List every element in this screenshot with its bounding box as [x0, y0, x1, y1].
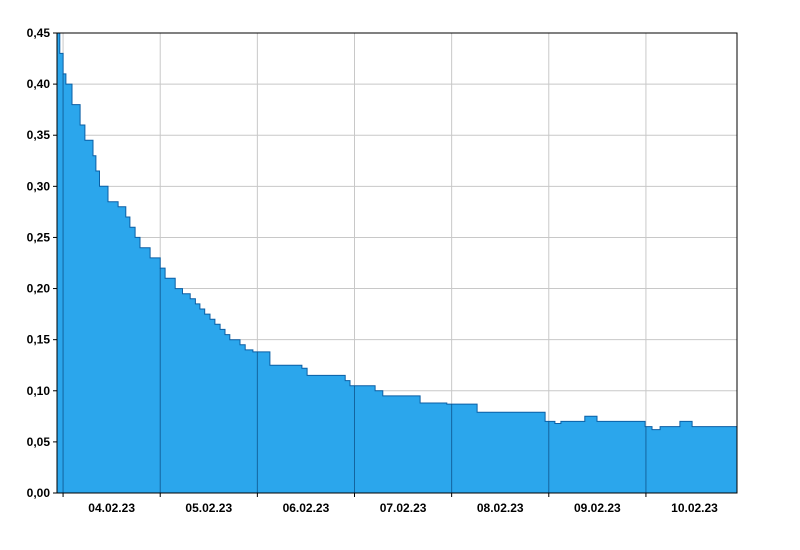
y-tick-label: 0,30: [27, 179, 51, 193]
x-tick-label: 05.02.23: [185, 501, 232, 515]
x-tick-label: 10.02.23: [671, 501, 718, 515]
x-tick-label: 04.02.23: [88, 501, 135, 515]
y-tick-label: 0,40: [27, 77, 51, 91]
y-tick-label: 0,00: [27, 486, 51, 500]
y-tick-label: 0,20: [27, 282, 51, 296]
y-tick-label: 0,15: [27, 333, 51, 347]
discharge-area-fill: [57, 33, 737, 493]
x-tick-label: 08.02.23: [477, 501, 524, 515]
y-tick-label: 0,05: [27, 435, 51, 449]
x-tick-label: 09.02.23: [574, 501, 621, 515]
y-tick-label: 0,10: [27, 384, 51, 398]
y-tick-label: 0,25: [27, 230, 51, 244]
plot-frame: [56, 32, 738, 494]
y-tick-label: 0,35: [27, 128, 51, 142]
x-tick-label: 07.02.23: [380, 501, 427, 515]
discharge-step-line: [57, 32, 737, 431]
y-tick-label: 0,45: [27, 26, 51, 40]
x-tick-label: 06.02.23: [283, 501, 330, 515]
